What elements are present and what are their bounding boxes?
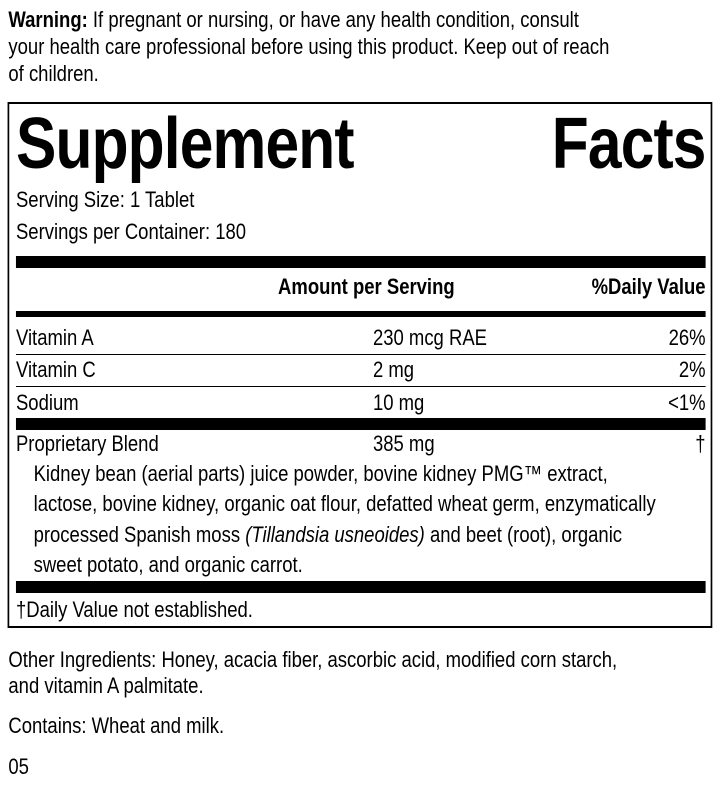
row-amount: 230 mcg RAE: [372, 325, 487, 350]
blend-dv: †: [695, 431, 706, 456]
other-ingredients-line: Other Ingredients: Honey, acacia fiber, …: [8, 647, 618, 672]
medium-divider: [15, 311, 706, 317]
warning-line-3: of children.: [8, 61, 99, 86]
thin-divider: [15, 354, 706, 355]
warning-label: Warning:: [8, 7, 88, 32]
footnote: †Daily Value not established.: [15, 597, 253, 622]
text: and beet (root), organic: [424, 522, 623, 547]
row-name: Sodium: [15, 390, 79, 415]
thick-divider: [15, 418, 706, 430]
blend-amount: 385 mg: [372, 431, 435, 456]
serving-size: Serving Size: 1 Tablet: [15, 187, 195, 212]
facts-title: Supplement Facts: [16, 104, 706, 184]
thin-divider: [15, 386, 706, 387]
title-word-1: Supplement: [15, 104, 355, 184]
blend-ingredients-line: sweet potato, and organic carrot.: [33, 552, 303, 577]
row-dv: 2%: [678, 357, 706, 382]
thick-divider: [15, 581, 706, 593]
thick-divider: [15, 256, 706, 268]
servings-per-container: Servings per Container: 180: [15, 219, 247, 244]
title-word-2: Facts: [551, 104, 707, 184]
warning-line-2: your health care professional before usi…: [8, 34, 610, 59]
label-code: 05: [8, 754, 29, 779]
row-amount: 2 mg: [372, 357, 415, 382]
blend-ingredients-line: processed Spanish moss (Tillandsia usneo…: [34, 522, 622, 548]
row-dv: 26%: [668, 325, 706, 350]
row-dv: <1%: [668, 390, 706, 415]
blend-ingredients-line: Kidney bean (aerial parts) juice powder,…: [33, 461, 608, 486]
warning-text: If pregnant or nursing, or have any heal…: [87, 7, 579, 32]
facts-panel: [7, 102, 713, 628]
blend-ingredients-line: lactose, bovine kidney, organic oat flou…: [33, 491, 656, 516]
header-daily-value: %Daily Value: [591, 274, 706, 299]
row-name: Vitamin C: [15, 357, 96, 382]
contains: Contains: Wheat and milk.: [8, 713, 225, 738]
warning-line-1: Warning: If pregnant or nursing, or have…: [8, 7, 578, 33]
latin-name: (Tillandsia usneoides): [245, 522, 425, 547]
row-name: Vitamin A: [15, 325, 94, 350]
other-ingredients-line: and vitamin A palmitate.: [8, 673, 204, 698]
text: processed Spanish moss: [33, 522, 246, 547]
blend-name: Proprietary Blend: [15, 431, 159, 456]
header-amount: Amount per Serving: [278, 274, 455, 299]
row-amount: 10 mg: [372, 390, 425, 415]
